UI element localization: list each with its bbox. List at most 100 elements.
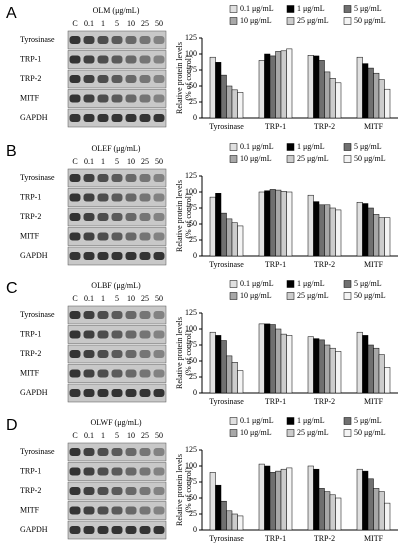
- protein-label: Tyrosinase: [20, 173, 55, 182]
- blot-band: [125, 506, 137, 515]
- bar: [367, 478, 374, 531]
- y-tick-label: 125: [185, 445, 197, 454]
- legend-label: 0.1 μg/mL: [240, 142, 274, 151]
- legend-label: 0.1 μg/mL: [240, 416, 274, 425]
- bar: [258, 463, 265, 531]
- blot-band: [125, 467, 137, 476]
- blot-band: [83, 114, 95, 122]
- blot-band: [153, 114, 165, 122]
- y-axis-label: (% of control): [184, 330, 193, 376]
- blot-band: [139, 55, 151, 64]
- y-tick-label: 0: [193, 388, 197, 397]
- blot-band: [153, 389, 165, 397]
- blot-band: [97, 193, 109, 202]
- blot-band: [69, 213, 81, 221]
- blot-band: [69, 75, 81, 83]
- bar: [313, 468, 320, 531]
- lane-label: 25: [141, 19, 149, 28]
- legend-label: 50 μg/mL: [354, 291, 386, 300]
- legend-label: 50 μg/mL: [354, 154, 386, 163]
- blot-band: [139, 448, 151, 456]
- blot-band: [97, 55, 109, 64]
- blot-band: [125, 252, 137, 260]
- legend-swatch: [286, 17, 295, 25]
- blot-band: [111, 114, 123, 122]
- bar: [258, 60, 265, 119]
- lane-label: 1: [101, 431, 105, 440]
- y-axis-label: Relative protein levels: [175, 180, 184, 252]
- legend-swatch: [343, 417, 352, 425]
- blot-band: [97, 174, 109, 182]
- blot-band: [97, 94, 109, 103]
- x-tick-label: Tyrosinase: [209, 397, 244, 406]
- blot-band: [69, 487, 81, 495]
- blot-band: [139, 389, 151, 397]
- bar: [215, 193, 222, 257]
- blot-band: [111, 506, 123, 515]
- blot-band: [83, 311, 95, 319]
- y-tick-label: 50: [189, 356, 197, 365]
- legend-label: 1 μg/mL: [297, 279, 325, 288]
- lane-label: C: [72, 294, 77, 303]
- bar: [324, 71, 331, 119]
- bar: [362, 203, 369, 257]
- blot-band: [111, 311, 123, 319]
- x-tick-label: MITF: [364, 397, 384, 406]
- bar: [286, 191, 293, 257]
- bar: [231, 222, 238, 257]
- blot-band: [153, 311, 165, 319]
- blot-band: [139, 506, 151, 515]
- blot-band: [69, 174, 81, 182]
- blot-band: [69, 311, 81, 319]
- bar: [275, 470, 282, 531]
- legend-label: 25 μg/mL: [297, 428, 329, 437]
- bar: [209, 472, 216, 531]
- blot-title: OLBF (μg/mL): [91, 281, 141, 290]
- bar: [329, 207, 336, 257]
- y-axis-label: (% of control): [184, 55, 193, 101]
- blot-band: [153, 369, 165, 378]
- blot-band: [83, 232, 95, 241]
- y-tick-label: 50: [189, 219, 197, 228]
- protein-label: Tyrosinase: [20, 35, 55, 44]
- legend-swatch: [343, 280, 352, 288]
- bar: [269, 189, 276, 257]
- lane-label: 5: [115, 431, 119, 440]
- blot-band: [97, 506, 109, 515]
- bar: [356, 331, 363, 394]
- bar: [318, 339, 325, 394]
- bar: [318, 60, 325, 119]
- legend-swatch: [286, 155, 295, 163]
- bar: [307, 336, 314, 394]
- y-tick-label: 100: [185, 49, 197, 58]
- legend-label: 25 μg/mL: [297, 291, 329, 300]
- bar: [226, 218, 233, 257]
- lane-label: 50: [155, 19, 163, 28]
- bar: [286, 467, 293, 531]
- blot-band: [69, 369, 81, 378]
- blot-band: [83, 193, 95, 202]
- legend-label: 0.1 μg/mL: [240, 279, 274, 288]
- y-tick-label: 0: [193, 525, 197, 534]
- blot-band: [83, 213, 95, 221]
- blot-band: [83, 389, 95, 397]
- blot-band: [153, 193, 165, 202]
- blot-band: [139, 487, 151, 495]
- blot-band: [83, 467, 95, 476]
- bar: [215, 484, 222, 531]
- legend-swatch: [286, 417, 295, 425]
- bar: [313, 55, 320, 119]
- blot-band: [125, 369, 137, 378]
- bar: [313, 201, 320, 257]
- blot-band: [139, 75, 151, 83]
- x-tick-label: TRP-2: [314, 260, 335, 269]
- blot-band: [83, 94, 95, 103]
- y-tick-label: 125: [185, 33, 197, 42]
- x-tick-label: MITF: [364, 534, 384, 543]
- legend-swatch: [286, 429, 295, 437]
- blot-band: [139, 36, 151, 44]
- bar: [258, 323, 265, 394]
- bar: [275, 51, 282, 119]
- bar: [373, 72, 380, 119]
